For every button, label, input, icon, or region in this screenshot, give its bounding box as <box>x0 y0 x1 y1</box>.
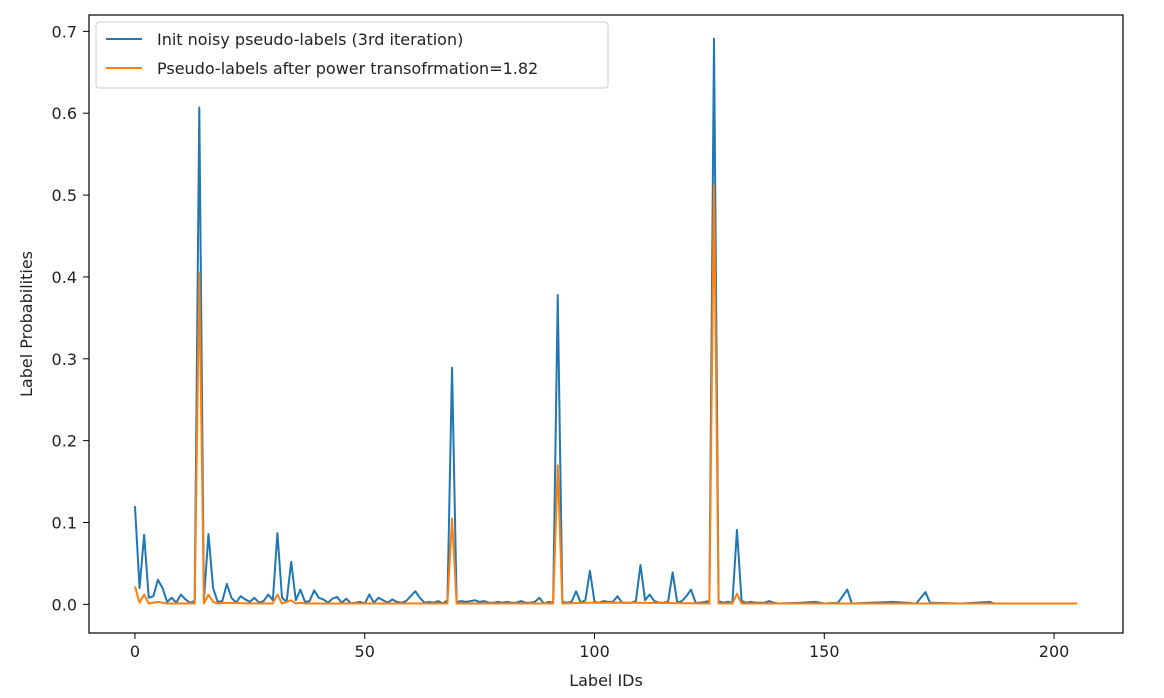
y-tick-label: 0.0 <box>52 595 77 614</box>
x-axis-label: Label IDs <box>569 671 643 690</box>
x-tick-label: 0 <box>130 642 140 661</box>
x-axis-ticks: 0 50 100 150 200 <box>130 633 1069 661</box>
plot-area <box>88 14 1124 634</box>
x-tick-label: 100 <box>579 642 610 661</box>
y-axis-ticks: 0.0 0.1 0.2 0.3 0.4 0.5 0.6 0.7 <box>52 22 89 614</box>
x-tick-label: 50 <box>355 642 375 661</box>
legend-label-series-1: Init noisy pseudo-labels (3rd iteration) <box>157 30 463 49</box>
legend-label-series-2: Pseudo-labels after power transofrmation… <box>157 59 538 78</box>
y-tick-label: 0.2 <box>52 432 77 451</box>
series-layer <box>133 37 1078 605</box>
y-tick-label: 0.6 <box>52 104 77 123</box>
x-tick-label: 150 <box>809 642 840 661</box>
y-tick-label: 0.7 <box>52 22 77 41</box>
y-tick-label: 0.1 <box>52 513 77 532</box>
y-axis-label: Label Probabilities <box>17 251 36 397</box>
series-line-2 <box>133 184 1078 605</box>
y-tick-label: 0.5 <box>52 186 77 205</box>
x-tick-label: 200 <box>1039 642 1070 661</box>
legend: Init noisy pseudo-labels (3rd iteration)… <box>95 21 609 89</box>
legend-box <box>95 21 609 89</box>
y-tick-label: 0.3 <box>52 350 77 369</box>
y-tick-label: 0.4 <box>52 268 77 287</box>
